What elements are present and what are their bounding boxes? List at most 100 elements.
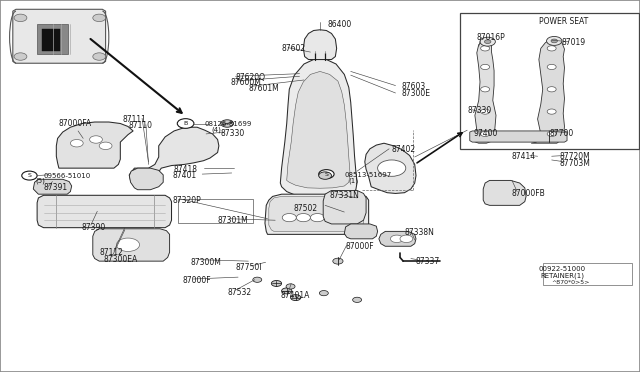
Circle shape	[282, 288, 292, 294]
Text: 08513-51697: 08513-51697	[344, 172, 392, 178]
Text: B: B	[184, 121, 188, 126]
Text: S: S	[28, 173, 31, 178]
Polygon shape	[33, 179, 72, 194]
Circle shape	[378, 160, 406, 176]
Text: 87337: 87337	[416, 257, 440, 266]
Text: 87300E: 87300E	[402, 89, 431, 98]
Text: 87000FB: 87000FB	[512, 189, 546, 198]
Text: POWER SEAT: POWER SEAT	[539, 17, 588, 26]
Text: 00922-51000: 00922-51000	[538, 266, 586, 272]
Polygon shape	[56, 122, 133, 168]
Text: 87602: 87602	[282, 44, 306, 53]
Bar	[543, 263, 632, 285]
Text: 87112: 87112	[99, 248, 123, 257]
Circle shape	[481, 109, 490, 114]
Circle shape	[99, 142, 112, 150]
Circle shape	[551, 39, 557, 43]
Polygon shape	[470, 131, 567, 142]
Circle shape	[177, 119, 194, 128]
Circle shape	[70, 140, 83, 147]
Polygon shape	[379, 231, 416, 246]
Text: 87401A: 87401A	[280, 291, 310, 300]
Text: 97400: 97400	[474, 129, 498, 138]
Circle shape	[353, 297, 362, 302]
Circle shape	[547, 87, 556, 92]
Circle shape	[400, 235, 413, 243]
Circle shape	[480, 37, 495, 46]
Text: 87390: 87390	[82, 223, 106, 232]
Text: 87603: 87603	[402, 82, 426, 91]
Text: 87019: 87019	[562, 38, 586, 47]
Text: 87000F: 87000F	[182, 276, 211, 285]
Text: 87000FA: 87000FA	[59, 119, 92, 128]
Circle shape	[324, 214, 339, 222]
Text: RETAINER(1): RETAINER(1)	[540, 272, 584, 279]
Circle shape	[319, 291, 328, 296]
Circle shape	[22, 171, 37, 180]
Text: 87600M: 87600M	[230, 78, 261, 87]
Text: 87338N: 87338N	[404, 228, 435, 237]
Text: (5): (5)	[35, 178, 45, 185]
Circle shape	[90, 136, 102, 143]
Text: (4): (4)	[211, 126, 221, 133]
Circle shape	[481, 46, 490, 51]
Bar	[178, 199, 253, 223]
Text: 87401: 87401	[173, 171, 197, 180]
Polygon shape	[280, 60, 357, 197]
Circle shape	[319, 172, 332, 179]
Circle shape	[484, 40, 491, 44]
Polygon shape	[37, 195, 172, 228]
Polygon shape	[265, 194, 369, 234]
Circle shape	[481, 131, 490, 137]
Text: 87000F: 87000F	[346, 242, 374, 251]
Circle shape	[547, 36, 562, 45]
Text: ^870*0>5>: ^870*0>5>	[552, 280, 590, 285]
Text: 87720M: 87720M	[560, 153, 591, 161]
Text: 87391: 87391	[44, 183, 68, 192]
Polygon shape	[344, 224, 378, 239]
Text: 87502: 87502	[294, 204, 318, 213]
Bar	[460, 13, 639, 149]
Polygon shape	[483, 180, 526, 205]
Text: 87016P: 87016P	[477, 33, 506, 42]
Circle shape	[93, 14, 106, 22]
Text: 87300M: 87300M	[191, 258, 221, 267]
Circle shape	[481, 87, 490, 92]
Circle shape	[296, 214, 310, 222]
Polygon shape	[531, 39, 564, 143]
Bar	[37, 24, 68, 54]
Text: 87301M: 87301M	[218, 216, 248, 225]
Text: (1): (1)	[349, 177, 359, 184]
Text: 87418: 87418	[173, 165, 197, 174]
Text: 87110: 87110	[129, 121, 153, 130]
Circle shape	[93, 53, 106, 60]
Circle shape	[271, 280, 282, 286]
Polygon shape	[269, 196, 364, 231]
Polygon shape	[129, 168, 163, 190]
Circle shape	[310, 214, 324, 222]
Circle shape	[14, 53, 27, 60]
Polygon shape	[287, 71, 350, 188]
Text: 87601M: 87601M	[248, 84, 279, 93]
Text: 87620Q: 87620Q	[236, 73, 266, 81]
Circle shape	[481, 64, 490, 70]
Text: 87300EA: 87300EA	[104, 255, 138, 264]
Text: 87331N: 87331N	[330, 191, 360, 200]
Text: 09566-51010: 09566-51010	[44, 173, 91, 179]
Circle shape	[333, 258, 343, 264]
Circle shape	[547, 46, 556, 51]
Text: 87330: 87330	[467, 106, 492, 115]
Text: 87330: 87330	[221, 129, 245, 138]
Text: 87700: 87700	[550, 129, 574, 138]
Text: 87414: 87414	[511, 153, 536, 161]
Circle shape	[547, 131, 556, 137]
Text: 87320P: 87320P	[173, 196, 202, 205]
Circle shape	[319, 170, 334, 179]
Circle shape	[547, 109, 556, 114]
Text: 87703M: 87703M	[560, 159, 591, 168]
Bar	[42, 29, 60, 51]
Circle shape	[291, 295, 301, 301]
Polygon shape	[365, 143, 416, 193]
Text: 87111: 87111	[122, 115, 147, 124]
Circle shape	[253, 277, 262, 282]
